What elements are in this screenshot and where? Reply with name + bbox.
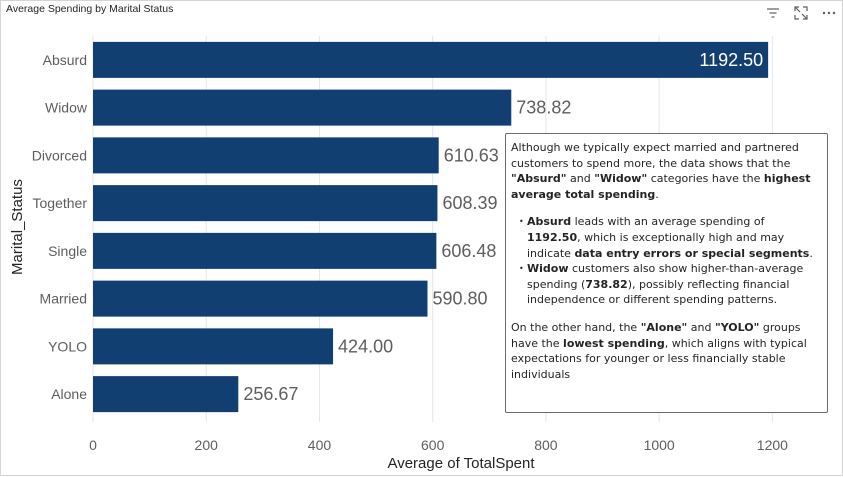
data-label: 256.67	[243, 384, 298, 404]
y-axis-title: Marital_Status	[9, 179, 26, 275]
data-label: 590.80	[432, 289, 487, 309]
data-label: 610.63	[444, 145, 499, 165]
x-axis-title: Average of TotalSpent	[387, 455, 535, 472]
data-label: 608.39	[442, 193, 497, 213]
category-label: Single	[48, 243, 87, 259]
category-label: YOLO	[48, 338, 87, 354]
filter-icon[interactable]	[766, 6, 780, 20]
insight-bullets: Absurd leads with an average spending of…	[511, 214, 821, 308]
x-tick-label: 1200	[757, 437, 788, 453]
x-tick-label: 0	[89, 437, 97, 453]
x-tick-label: 600	[421, 437, 445, 453]
insight-textbox: Although we typically expect married and…	[505, 133, 828, 413]
data-label: 1192.50	[699, 50, 763, 70]
x-tick-label: 1000	[644, 437, 675, 453]
insight-intro: Although we typically expect married and…	[511, 141, 811, 201]
list-item: Absurd leads with an average spending of…	[519, 214, 821, 261]
insight-outro: On the other hand, the "Alone" and "YOLO…	[511, 320, 807, 381]
x-tick-label: 800	[534, 437, 558, 453]
bar[interactable]	[93, 232, 437, 269]
x-tick-labels: 0 200 400 600 800 1000 1200	[89, 437, 788, 453]
bar[interactable]	[93, 376, 239, 413]
x-tick-label: 200	[195, 437, 219, 453]
category-labels: Absurd Widow Divorced Together Single Married…	[32, 52, 88, 402]
x-tick-label: 400	[308, 437, 332, 453]
bar[interactable]	[93, 328, 334, 365]
category-label: Alone	[51, 386, 87, 402]
list-item: Widow customers also show higher-than-av…	[519, 261, 821, 308]
bar[interactable]	[93, 280, 428, 317]
category-label: Married	[40, 291, 87, 307]
more-options-icon[interactable]	[822, 6, 836, 20]
bar[interactable]	[93, 137, 439, 174]
bar[interactable]	[93, 89, 512, 126]
data-label: 606.48	[441, 241, 496, 261]
visual-header	[766, 6, 836, 20]
category-label: Widow	[45, 100, 88, 116]
data-label: 738.82	[516, 98, 571, 118]
data-label: 424.00	[338, 336, 393, 356]
category-label: Absurd	[43, 52, 87, 68]
category-label: Together	[33, 195, 88, 211]
data-labels: 1192.50 738.82 610.63 608.39 606.48 590.80 424…	[243, 50, 763, 404]
visual-title: Average Spending by Marital Status	[6, 3, 174, 15]
bar[interactable]	[93, 185, 438, 222]
bars	[93, 41, 769, 413]
bar[interactable]	[93, 41, 769, 78]
focus-mode-icon[interactable]	[794, 6, 808, 20]
category-label: Divorced	[32, 147, 87, 163]
